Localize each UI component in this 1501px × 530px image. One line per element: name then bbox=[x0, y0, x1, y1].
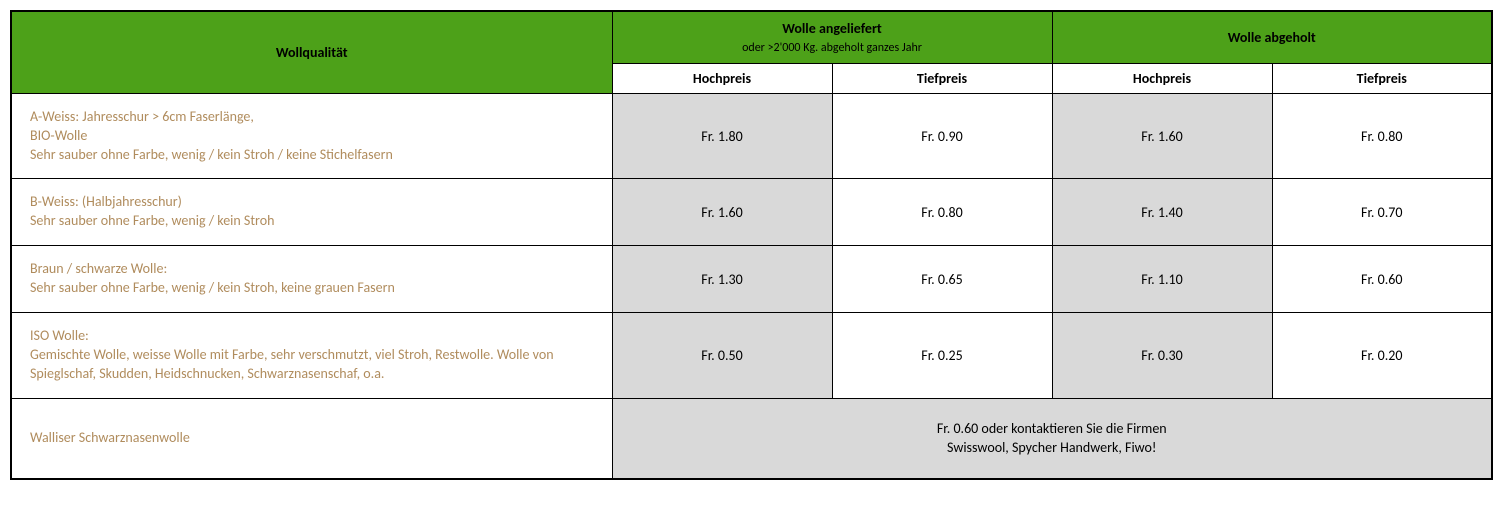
price-pickedup-low: Fr. 0.60 bbox=[1272, 246, 1492, 313]
wool-price-table: Wollqualität Wolle angeliefert oder >2'0… bbox=[10, 10, 1493, 480]
price-pickedup-low: Fr. 0.20 bbox=[1272, 313, 1492, 399]
price-delivered-high: Fr. 1.30 bbox=[612, 246, 832, 313]
quality-line: Sehr sauber ohne Farbe, wenig / kein Str… bbox=[30, 279, 395, 296]
price-pickedup-high: Fr. 1.10 bbox=[1052, 246, 1272, 313]
quality-line: Walliser Schwarznasenwolle bbox=[30, 429, 190, 446]
quality-line: Braun / schwarze Wolle: bbox=[30, 260, 167, 277]
quality-cell: A-Weiss: Jahresschur > 6cm Faserlänge, B… bbox=[11, 93, 612, 179]
walliser-note: Fr. 0.60 oder kontaktieren Sie die Firme… bbox=[612, 398, 1492, 479]
header-pickedup-title: Wolle abgeholt bbox=[1228, 29, 1316, 46]
table-row: A-Weiss: Jahresschur > 6cm Faserlänge, B… bbox=[11, 93, 1492, 179]
quality-cell: Braun / schwarze Wolle: Sehr sauber ohne… bbox=[11, 246, 612, 313]
header-delivered-title: Wolle angeliefert bbox=[782, 20, 882, 37]
quality-line: ISO Wolle: bbox=[30, 327, 89, 344]
price-pickedup-low: Fr. 0.80 bbox=[1272, 93, 1492, 179]
price-delivered-low: Fr. 0.80 bbox=[832, 179, 1052, 246]
header-pickedup: Wolle abgeholt bbox=[1052, 11, 1492, 63]
header-delivered-high: Hochpreis bbox=[612, 63, 832, 93]
quality-line: B-Weiss: (Halbjahresschur) bbox=[30, 193, 182, 210]
price-delivered-low: Fr. 0.25 bbox=[832, 313, 1052, 399]
table-row: B-Weiss: (Halbjahresschur) Sehr sauber o… bbox=[11, 179, 1492, 246]
table-row: Braun / schwarze Wolle: Sehr sauber ohne… bbox=[11, 246, 1492, 313]
price-delivered-high: Fr. 1.60 bbox=[612, 179, 832, 246]
quality-cell: B-Weiss: (Halbjahresschur) Sehr sauber o… bbox=[11, 179, 612, 246]
quality-line: BIO-Wolle bbox=[30, 127, 87, 144]
header-delivered-sub: oder >2'000 Kg. abgeholt ganzes Jahr bbox=[742, 41, 922, 55]
quality-cell-walliser: Walliser Schwarznasenwolle bbox=[11, 398, 612, 479]
header-quality-label: Wollqualität bbox=[276, 44, 348, 61]
quality-line: A-Weiss: Jahresschur > 6cm Faserlänge, bbox=[30, 108, 254, 125]
quality-line: Sehr sauber ohne Farbe, wenig / kein Str… bbox=[30, 212, 274, 229]
price-pickedup-low: Fr. 0.70 bbox=[1272, 179, 1492, 246]
price-delivered-low: Fr. 0.65 bbox=[832, 246, 1052, 313]
table-row: ISO Wolle: Gemischte Wolle, weisse Wolle… bbox=[11, 313, 1492, 399]
header-row-1: Wollqualität Wolle angeliefert oder >2'0… bbox=[11, 11, 1492, 63]
price-delivered-high: Fr. 1.80 bbox=[612, 93, 832, 179]
quality-line: Gemischte Wolle, weisse Wolle mit Farbe,… bbox=[30, 346, 554, 382]
table-row-walliser: Walliser Schwarznasenwolle Fr. 0.60 oder… bbox=[11, 398, 1492, 479]
header-delivered-low: Tiefpreis bbox=[832, 63, 1052, 93]
header-quality: Wollqualität bbox=[11, 11, 612, 93]
header-pickedup-high: Hochpreis bbox=[1052, 63, 1272, 93]
quality-cell: ISO Wolle: Gemischte Wolle, weisse Wolle… bbox=[11, 313, 612, 399]
price-pickedup-high: Fr. 0.30 bbox=[1052, 313, 1272, 399]
quality-line: Sehr sauber ohne Farbe, wenig / kein Str… bbox=[30, 146, 393, 163]
header-delivered: Wolle angeliefert oder >2'000 Kg. abgeho… bbox=[612, 11, 1052, 63]
price-delivered-high: Fr. 0.50 bbox=[612, 313, 832, 399]
price-delivered-low: Fr. 0.90 bbox=[832, 93, 1052, 179]
price-pickedup-high: Fr. 1.40 bbox=[1052, 179, 1272, 246]
price-pickedup-high: Fr. 1.60 bbox=[1052, 93, 1272, 179]
walliser-note-line1: Fr. 0.60 oder kontaktieren Sie die Firme… bbox=[937, 420, 1167, 437]
walliser-note-line2: Swisswool, Spycher Handwerk, Fiwo! bbox=[947, 439, 1156, 456]
header-pickedup-low: Tiefpreis bbox=[1272, 63, 1492, 93]
